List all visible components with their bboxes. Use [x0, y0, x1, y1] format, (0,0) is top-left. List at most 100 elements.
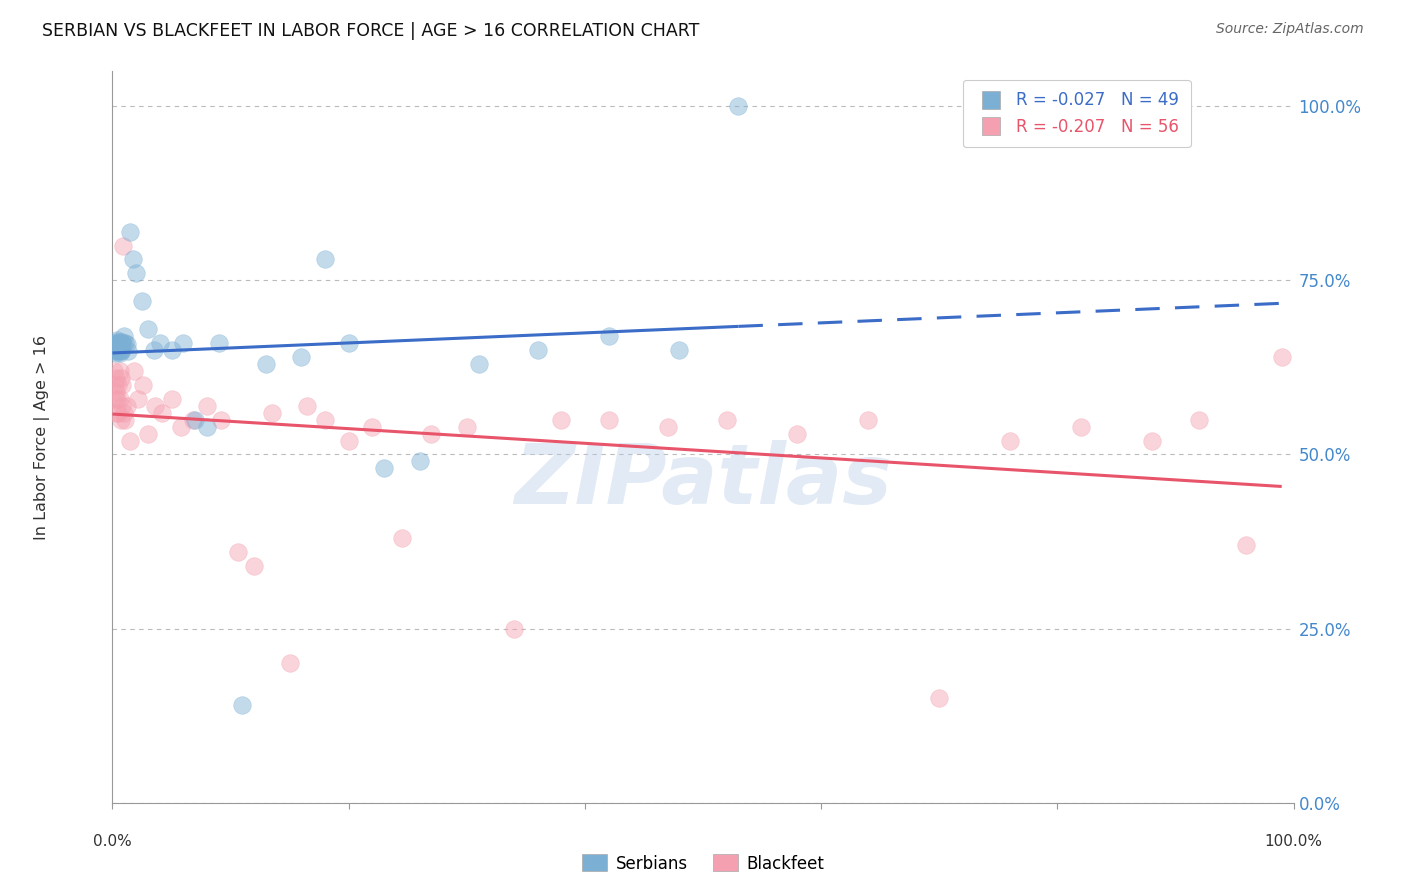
Point: [391, 531, 413, 545]
Point: [598, 412, 620, 426]
Point: [110, 339, 132, 353]
Point: [314, 412, 336, 426]
Point: [107, 406, 129, 420]
Point: [143, 399, 166, 413]
Point: [131, 294, 153, 309]
Point: [160, 343, 183, 357]
Point: [105, 384, 128, 399]
Legend: Serbians, Blackfeet: Serbians, Blackfeet: [575, 847, 831, 880]
Point: [195, 399, 218, 413]
Point: [337, 336, 360, 351]
Point: [107, 336, 129, 351]
Point: [149, 336, 172, 351]
Point: [181, 412, 204, 426]
Point: [105, 343, 128, 357]
Point: [127, 392, 149, 406]
Point: [373, 461, 395, 475]
Point: [105, 346, 128, 360]
Point: [716, 412, 738, 426]
Point: [111, 377, 134, 392]
Point: [104, 344, 127, 359]
Point: [105, 406, 128, 420]
Text: Source: ZipAtlas.com: Source: ZipAtlas.com: [1216, 22, 1364, 37]
Text: SERBIAN VS BLACKFEET IN LABOR FORCE | AGE > 16 CORRELATION CHART: SERBIAN VS BLACKFEET IN LABOR FORCE | AG…: [42, 22, 700, 40]
Point: [107, 339, 129, 353]
Point: [108, 392, 131, 406]
Point: [314, 252, 336, 267]
Point: [598, 329, 620, 343]
Text: ZIPatlas: ZIPatlas: [515, 441, 891, 522]
Point: [170, 419, 193, 434]
Point: [408, 454, 430, 468]
Point: [260, 406, 283, 420]
Point: [104, 336, 127, 351]
Point: [115, 399, 138, 413]
Point: [110, 336, 132, 351]
Point: [226, 545, 249, 559]
Point: [112, 337, 135, 351]
Point: [467, 357, 489, 371]
Point: [112, 406, 135, 420]
Point: [150, 406, 173, 420]
Point: [420, 426, 443, 441]
Point: [105, 333, 128, 347]
Point: [503, 622, 526, 636]
Point: [243, 558, 266, 573]
Point: [550, 412, 572, 426]
Point: [361, 419, 384, 434]
Point: [111, 343, 134, 357]
Point: [1070, 419, 1092, 434]
Point: [195, 419, 218, 434]
Point: [136, 426, 159, 441]
Point: [108, 334, 131, 349]
Point: [122, 364, 145, 378]
Point: [184, 412, 207, 426]
Point: [112, 329, 135, 343]
Point: [254, 357, 277, 371]
Point: [107, 377, 129, 392]
Point: [209, 412, 232, 426]
Point: [208, 336, 231, 351]
Point: [121, 252, 143, 267]
Point: [105, 337, 128, 351]
Point: [998, 434, 1021, 448]
Point: [132, 377, 155, 392]
Point: [105, 342, 128, 356]
Point: [142, 343, 165, 357]
Point: [1271, 350, 1294, 364]
Point: [231, 698, 253, 713]
Text: 100.0%: 100.0%: [1264, 834, 1323, 849]
Point: [108, 364, 131, 378]
Point: [278, 657, 301, 671]
Point: [290, 350, 312, 364]
Point: [112, 238, 135, 252]
Point: [727, 99, 749, 113]
Point: [125, 266, 148, 280]
Point: [526, 343, 548, 357]
Point: [110, 371, 132, 385]
Point: [111, 399, 134, 413]
Point: [1234, 538, 1257, 552]
Point: [657, 419, 679, 434]
Point: [104, 392, 127, 406]
Point: [297, 399, 319, 413]
Point: [858, 412, 880, 426]
Text: 0.0%: 0.0%: [93, 834, 132, 849]
Point: [668, 343, 690, 357]
Point: [114, 412, 136, 426]
Point: [136, 322, 159, 336]
Point: [105, 392, 128, 406]
Point: [120, 225, 142, 239]
Point: [108, 343, 131, 357]
Text: In Labor Force | Age > 16: In Labor Force | Age > 16: [34, 334, 49, 540]
Point: [107, 344, 129, 359]
Point: [337, 434, 360, 448]
Point: [105, 371, 128, 385]
Point: [110, 344, 132, 359]
Point: [1140, 434, 1163, 448]
Point: [111, 334, 134, 349]
Point: [120, 434, 142, 448]
Point: [103, 339, 125, 353]
Point: [456, 419, 478, 434]
Legend: R = -0.027   N = 49, R = -0.207   N = 56: R = -0.027 N = 49, R = -0.207 N = 56: [963, 79, 1191, 147]
